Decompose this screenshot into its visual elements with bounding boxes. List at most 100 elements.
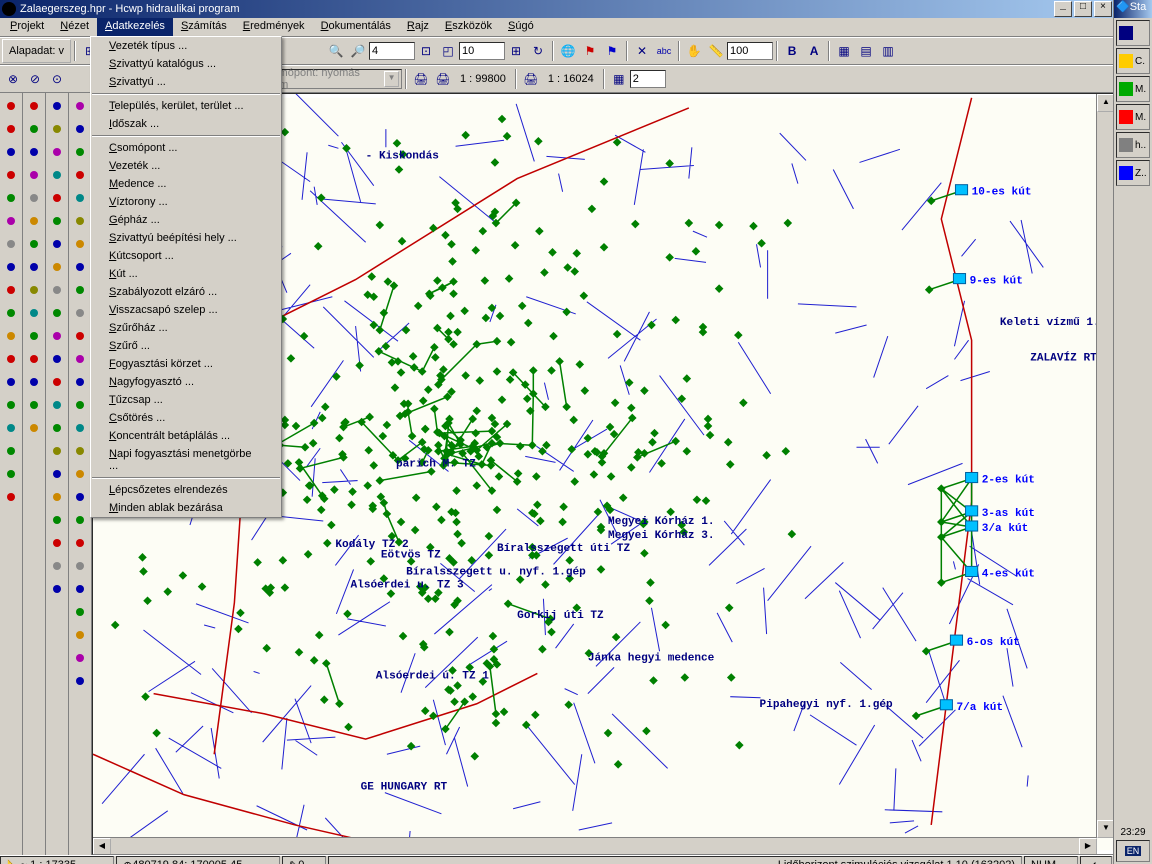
tool2-a-icon[interactable]: ⊗ [2,68,24,90]
menu-nézet[interactable]: Nézet [52,18,97,36]
rp-item[interactable]: h.. [1116,132,1150,158]
dd-item[interactable]: Minden ablak bezárása [91,499,281,517]
palette-icon[interactable]: ▥ [877,40,899,62]
palette-tool[interactable] [46,486,68,508]
layers-icon[interactable]: ▤ [855,40,877,62]
menu-dokumentálás[interactable]: Dokumentálás [313,18,399,36]
zoom-input-2[interactable] [459,42,505,60]
rp-item[interactable] [1116,20,1150,46]
palette-tool[interactable] [69,670,91,692]
zoom-ext-icon[interactable]: ⊞ [505,40,527,62]
palette-tool[interactable] [0,95,22,117]
palette-tool[interactable] [46,348,68,370]
dd-item[interactable]: Szabályozott elzáró ... [91,283,281,301]
palette-tool[interactable] [69,371,91,393]
palette-tool[interactable] [23,187,45,209]
palette-tool[interactable] [23,95,45,117]
palette-tool[interactable] [0,302,22,324]
palette-tool[interactable] [23,118,45,140]
palette-tool[interactable] [23,256,45,278]
scrollbar-vertical[interactable]: ▲ ▼ [1096,94,1113,838]
layer-input[interactable] [630,70,666,88]
palette-tool[interactable] [23,325,45,347]
crosshair-icon[interactable]: ✕ [631,40,653,62]
dd-item[interactable]: Csomópont ... [91,139,281,157]
palette-tool[interactable] [69,256,91,278]
tool2-c-icon[interactable]: ⊙ [46,68,68,90]
palette-tool[interactable] [0,486,22,508]
palette-tool[interactable] [69,555,91,577]
palette-tool[interactable] [0,187,22,209]
palette-tool[interactable] [69,601,91,623]
dd-item[interactable]: Időszak ... [91,115,281,133]
dd-item[interactable]: Vezeték típus ... [91,37,281,55]
dd-item[interactable]: Kútcsoport ... [91,247,281,265]
palette-tool[interactable] [46,371,68,393]
palette-tool[interactable] [69,302,91,324]
palette-tool[interactable] [46,210,68,232]
print-icon[interactable]: 🖨 [410,68,432,90]
close-button[interactable]: × [1094,1,1112,17]
palette-tool[interactable] [0,118,22,140]
palette-tool[interactable] [69,210,91,232]
zoom-in-icon[interactable]: 🔍 [325,40,347,62]
rp-item[interactable]: C. [1116,48,1150,74]
dd-item[interactable]: Nagyfogyasztó ... [91,373,281,391]
palette-tool[interactable] [23,279,45,301]
palette-tool[interactable] [23,417,45,439]
dd-item[interactable]: Visszacsapó szelep ... [91,301,281,319]
zoom-fit-icon[interactable]: ⊡ [415,40,437,62]
menu-számítás[interactable]: Számítás [173,18,235,36]
palette-tool[interactable] [46,440,68,462]
maximize-button[interactable]: □ [1074,1,1092,17]
flag-red-icon[interactable]: ⚑ [579,40,601,62]
dd-item[interactable]: Tűzcsap ... [91,391,281,409]
print3-icon[interactable]: 🖨 [520,68,542,90]
scroll-left-button[interactable]: ◀ [93,838,111,855]
palette-tool[interactable] [46,302,68,324]
palette-tool[interactable] [0,325,22,347]
dd-item[interactable]: Szűrőház ... [91,319,281,337]
palette-tool[interactable] [46,325,68,347]
palette-tool[interactable] [0,371,22,393]
menu-rajz[interactable]: Rajz [399,18,437,36]
dd-item[interactable]: Szivattyú beépítési hely ... [91,229,281,247]
bold-icon[interactable]: B [781,40,803,62]
menu-projekt[interactable]: Projekt [2,18,52,36]
minimize-button[interactable]: _ [1054,1,1072,17]
palette-tool[interactable] [23,348,45,370]
palette-tool[interactable] [0,164,22,186]
dd-item[interactable]: Vezeték ... [91,157,281,175]
palette-tool[interactable] [69,647,91,669]
scroll-right-button[interactable]: ▶ [1079,838,1097,855]
palette-tool[interactable] [69,325,91,347]
alapadat-button[interactable]: Alapadat: v [2,39,71,63]
menu-eredmények[interactable]: Eredmények [235,18,313,36]
palette-tool[interactable] [0,141,22,163]
palette-tool[interactable] [69,463,91,485]
palette-tool[interactable] [69,394,91,416]
palette-tool[interactable] [69,624,91,646]
status-resize[interactable]: ◢ [1080,856,1112,864]
palette-tool[interactable] [0,417,22,439]
zoom-window-icon[interactable]: ◰ [437,40,459,62]
refresh-icon[interactable]: ↻ [527,40,549,62]
palette-tool[interactable] [46,256,68,278]
palette-tool[interactable] [23,233,45,255]
globe-icon[interactable]: 🌐 [557,40,579,62]
palette-tool[interactable] [46,509,68,531]
palette-tool[interactable] [23,394,45,416]
palette-tool[interactable] [46,164,68,186]
dd-item[interactable]: Csőtörés ... [91,409,281,427]
scroll-down-button[interactable]: ▼ [1097,820,1114,838]
dd-item[interactable]: Gépház ... [91,211,281,229]
palette-tool[interactable] [69,141,91,163]
palette-tool[interactable] [69,532,91,554]
dd-item[interactable]: Víztorony ... [91,193,281,211]
tool2-b-icon[interactable]: ⊘ [24,68,46,90]
palette-tool[interactable] [23,210,45,232]
palette-tool[interactable] [0,394,22,416]
palette-tool[interactable] [0,210,22,232]
menu-súgó[interactable]: Súgó [500,18,542,36]
text-icon[interactable]: A [803,40,825,62]
